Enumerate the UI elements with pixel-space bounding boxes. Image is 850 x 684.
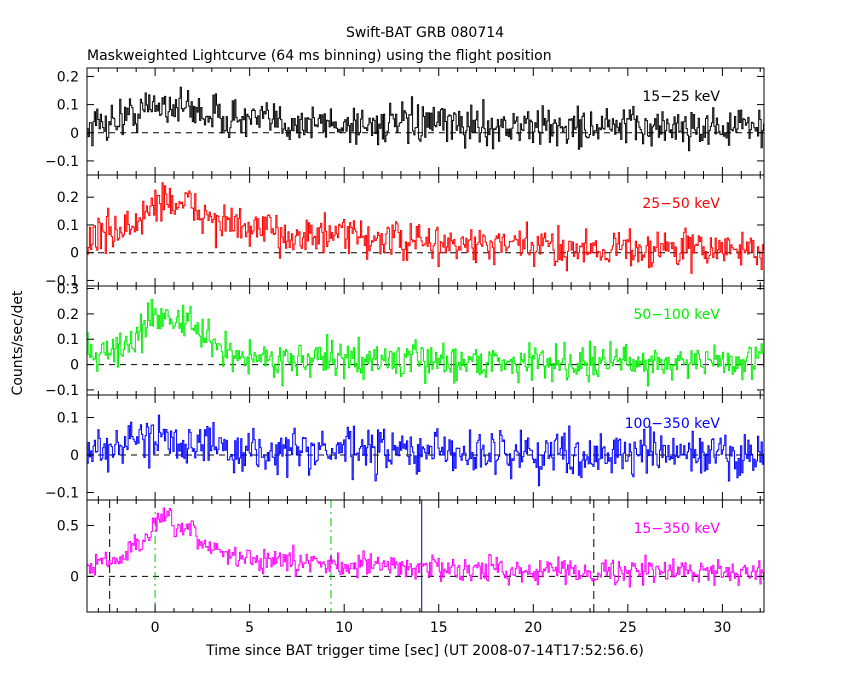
y-tick-label: 0.1: [57, 332, 79, 348]
y-tick-label: 0.3: [57, 282, 79, 298]
series-line: [87, 414, 764, 487]
x-tick-label: 15: [430, 620, 448, 636]
series-line: [87, 86, 764, 152]
series-label: 15−25 keV: [642, 89, 720, 105]
y-axis-label: Counts/sec/det: [10, 290, 26, 395]
series-line: [87, 182, 764, 274]
y-tick-label: −0.1: [45, 273, 79, 289]
y-tick-label: 0: [70, 126, 79, 142]
y-tick-label: −0.1: [45, 486, 79, 502]
x-tick-label: 30: [713, 620, 731, 636]
panel-2: 0.2 0.1 0 −0.1 25−50 keV: [45, 174, 765, 289]
y-tick-label: 0.1: [57, 98, 79, 114]
y-tick-label: 0: [70, 246, 79, 262]
series-label: 50−100 keV: [633, 307, 720, 323]
series-label: 25−50 keV: [642, 196, 720, 212]
x-tick-label: 10: [335, 620, 353, 636]
panel-frame: [86, 499, 765, 613]
x-tick-label: 5: [245, 620, 254, 636]
y-tick-label: 0: [70, 448, 79, 464]
y-tick-label: 0.2: [57, 69, 79, 85]
y-tick-label: −0.1: [45, 154, 79, 170]
y-tick-label: 0.2: [57, 307, 79, 323]
x-tick-label: 20: [524, 620, 542, 636]
y-tick-label: 0.1: [57, 218, 79, 234]
y-tick-label: 0.1: [57, 411, 79, 427]
series-label: 15−350 keV: [633, 521, 720, 537]
panels-layer: 0.2 0.1 0 −0.1 15−25 keV 0.2 0.1 0 −0.1 25−50 keV…: [45, 67, 765, 636]
panel-3: 0.3 0.2 0.1 0 −0.1 50−100 keV: [45, 282, 765, 399]
panel-4: 0.1 0 −0.1 100−350 keV: [45, 394, 765, 502]
series-line: [87, 298, 764, 387]
chart-subtitle: Maskweighted Lightcurve (64 ms binning) …: [87, 48, 552, 64]
y-tick-label: −0.1: [45, 383, 79, 399]
y-tick-label: 0.2: [57, 190, 79, 206]
series-label: 100−350 keV: [625, 416, 721, 432]
chart-title: Swift-BAT GRB 080714: [346, 25, 504, 41]
panel-1: 0.2 0.1 0 −0.1 15−25 keV: [45, 67, 765, 176]
x-axis-label: Time since BAT trigger time [sec] (UT 20…: [205, 643, 644, 659]
x-tick-label: 0: [151, 620, 160, 636]
panel-5: 0.5 0 15−350 keV: [57, 499, 765, 613]
y-tick-label: 0: [70, 569, 79, 585]
y-tick-label: 0: [70, 358, 79, 374]
series-line: [87, 507, 764, 588]
y-tick-label: 0.5: [57, 518, 79, 534]
x-tick-label: 25: [619, 620, 637, 636]
